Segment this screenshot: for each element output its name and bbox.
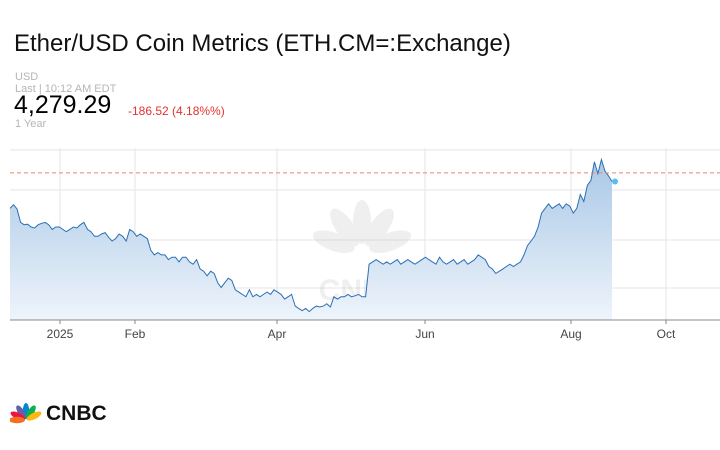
x-tick-label: Feb bbox=[125, 327, 146, 341]
peacock-icon bbox=[10, 403, 42, 424]
cnbc-logo: CNBC bbox=[10, 402, 107, 425]
x-tick-label: Aug bbox=[560, 327, 581, 341]
x-tick-label: Apr bbox=[268, 327, 287, 341]
range-label: 1 Year bbox=[15, 118, 47, 130]
x-axis: 2025 Feb Apr Jun Aug Oct bbox=[10, 319, 720, 341]
currency-label: USD bbox=[15, 71, 39, 83]
cnbc-logo-text: CNBC bbox=[46, 402, 107, 425]
x-tick-label: 2025 bbox=[47, 327, 74, 341]
page-title: Ether/USD Coin Metrics (ETH.CM=:Exchange… bbox=[14, 30, 511, 57]
price-line bbox=[9, 157, 613, 313]
price-change: -186.52 (4.18%%) bbox=[128, 104, 225, 118]
price-area bbox=[10, 159, 612, 320]
x-tick-label: Jun bbox=[415, 327, 434, 341]
price-chart: CNBC 2025 Feb Apr Jun Aug Oct bbox=[9, 148, 720, 341]
last-price: 4,279.29 bbox=[14, 91, 112, 119]
x-tick-label: Oct bbox=[657, 327, 676, 341]
last-price-marker bbox=[612, 178, 618, 185]
last-update-label: Last | 10:12 AM EDT bbox=[15, 83, 117, 95]
